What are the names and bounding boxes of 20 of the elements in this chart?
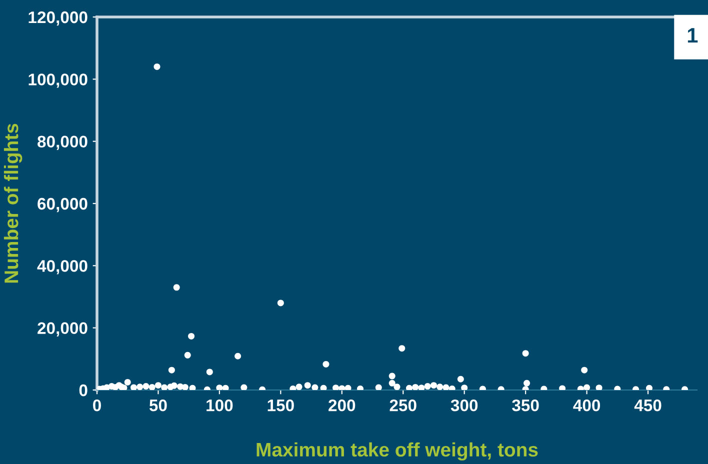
x-axis-title: Maximum take off weight, tons bbox=[256, 442, 538, 461]
x-tick-label: 400 bbox=[573, 399, 600, 412]
y-tick-label: 0 bbox=[79, 384, 88, 396]
annotation: 1 bbox=[688, 28, 698, 43]
y-tick-label: 120,000 bbox=[28, 11, 88, 26]
x-tick-label: 300 bbox=[450, 399, 478, 412]
x-tick-label: 150 bbox=[268, 399, 294, 412]
y-axis-title: Number of flights bbox=[4, 124, 22, 283]
y-tick-label: 60,000 bbox=[38, 198, 88, 212]
y-tick-label: 20,000 bbox=[38, 322, 88, 336]
y-tick-label: 40,000 bbox=[37, 260, 88, 274]
x-tick-label: 0 bbox=[93, 399, 101, 412]
x-tick-label: 250 bbox=[390, 399, 416, 412]
x-tick-label: 350 bbox=[512, 399, 539, 412]
x-tick-label: 100 bbox=[206, 399, 233, 412]
x-tick-label: 450 bbox=[634, 399, 662, 412]
x-tick-label: 50 bbox=[149, 399, 167, 412]
y-tick-label: 80,000 bbox=[38, 136, 88, 150]
y-tick-label: 100,000 bbox=[28, 74, 88, 88]
x-tick-label: 200 bbox=[328, 399, 356, 412]
